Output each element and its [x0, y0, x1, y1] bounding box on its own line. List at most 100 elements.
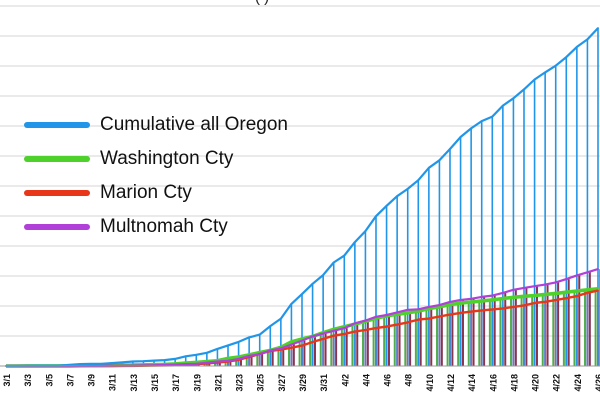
- bar-2-44: [472, 298, 475, 366]
- bar-2-34: [366, 320, 369, 366]
- point-1-41: [438, 306, 441, 308]
- point-3-31: [332, 329, 335, 332]
- point-0-16: [174, 358, 177, 360]
- bar-2-32: [345, 328, 348, 366]
- legend-label-oregon: Cumulative all Oregon: [100, 114, 288, 135]
- point-3-48: [512, 288, 515, 291]
- bar-0-52: [552, 293, 555, 366]
- point-0-55: [586, 38, 589, 41]
- point-1-53: [565, 291, 568, 294]
- point-3-53: [565, 278, 568, 281]
- point-0-7: [79, 363, 81, 365]
- x-tick-label: 4/18: [509, 374, 519, 392]
- point-2-45: [480, 309, 483, 312]
- point-0-46: [491, 115, 494, 118]
- bar-0-27: [288, 341, 291, 366]
- point-3-26: [279, 347, 282, 350]
- point-3-24: [258, 353, 261, 356]
- point-0-6: [68, 364, 71, 366]
- point-0-19: [205, 351, 208, 354]
- point-3-50: [533, 285, 536, 288]
- bar-0-46: [488, 299, 491, 366]
- point-0-35: [375, 215, 377, 218]
- legend-item-washington: Washington Cty: [24, 142, 288, 176]
- point-2-41: [438, 315, 441, 318]
- point-3-42: [449, 301, 451, 303]
- point-2-40: [427, 317, 430, 320]
- bar-0-41: [436, 306, 439, 366]
- bar-2-42: [451, 301, 454, 366]
- point-3-22: [237, 358, 240, 360]
- point-0-51: [544, 71, 547, 74]
- x-tick-label: 3/29: [298, 374, 308, 392]
- point-0-39: [417, 179, 420, 182]
- point-0-48: [512, 97, 515, 100]
- point-3-29: [311, 335, 314, 338]
- bar-0-40: [425, 308, 428, 366]
- point-2-48: [512, 306, 515, 308]
- bar-0-36: [383, 315, 386, 366]
- point-0-12: [131, 360, 134, 363]
- point-0-34: [364, 230, 367, 233]
- point-2-30: [322, 337, 325, 340]
- x-tick-label: 3/13: [129, 374, 139, 392]
- point-2-52: [554, 299, 557, 302]
- bar-2-33: [356, 323, 359, 366]
- point-3-18: [195, 362, 198, 365]
- point-0-53: [565, 56, 568, 59]
- point-0-29: [311, 282, 314, 285]
- legend: Cumulative all Oregon Washington Cty Mar…: [24, 108, 288, 244]
- point-2-32: [343, 333, 346, 335]
- point-0-54: [575, 46, 578, 48]
- point-0-26: [279, 317, 282, 320]
- point-0-44: [470, 127, 473, 130]
- x-tick-label: 3/27: [277, 374, 287, 392]
- point-3-54: [575, 274, 578, 277]
- point-0-11: [121, 361, 124, 364]
- point-0-37: [396, 195, 399, 198]
- point-0-9: [100, 362, 103, 365]
- bar-0-44: [467, 302, 470, 366]
- point-1-48: [512, 296, 515, 299]
- x-tick-label: 4/8: [404, 374, 414, 387]
- point-3-43: [459, 299, 462, 301]
- point-1-27: [290, 340, 293, 343]
- bar-0-22: [235, 357, 238, 366]
- bar-2-29: [313, 336, 316, 366]
- bar-2-37: [398, 312, 401, 366]
- bar-0-42: [446, 304, 449, 366]
- point-2-54: [575, 295, 578, 297]
- point-1-56: [597, 287, 599, 290]
- point-1-55: [586, 288, 589, 291]
- bar-0-45: [478, 300, 481, 366]
- x-tick-label: 4/12: [446, 374, 456, 392]
- bar-2-26: [282, 348, 285, 366]
- point-2-33: [353, 330, 356, 333]
- point-3-35: [375, 315, 377, 318]
- x-tick-label: 4/10: [425, 374, 435, 392]
- point-0-10: [110, 362, 113, 365]
- bar-0-31: [330, 329, 333, 366]
- bar-0-33: [351, 324, 354, 366]
- x-tick-label: 3/11: [108, 374, 118, 391]
- legend-item-marion: Marion Cty: [24, 176, 288, 210]
- point-3-33: [353, 322, 356, 325]
- point-0-14: [153, 359, 155, 362]
- x-tick-label: 3/25: [256, 374, 266, 392]
- point-1-51: [544, 293, 547, 296]
- bar-0-38: [404, 312, 407, 366]
- point-0-32: [343, 254, 346, 257]
- bar-0-24: [256, 352, 259, 366]
- bar-2-48: [514, 289, 517, 366]
- bar-2-25: [271, 350, 274, 366]
- x-tick-label: 3/9: [87, 374, 97, 387]
- legend-swatch-washington: [24, 156, 90, 162]
- point-3-21: [227, 359, 229, 362]
- bar-0-48: [510, 297, 513, 366]
- x-tick-label: 3/15: [150, 374, 160, 392]
- bar-0-23: [245, 354, 248, 366]
- bar-2-53: [567, 279, 570, 366]
- point-1-43: [459, 302, 462, 305]
- point-0-52: [554, 64, 557, 67]
- point-1-38: [406, 311, 409, 314]
